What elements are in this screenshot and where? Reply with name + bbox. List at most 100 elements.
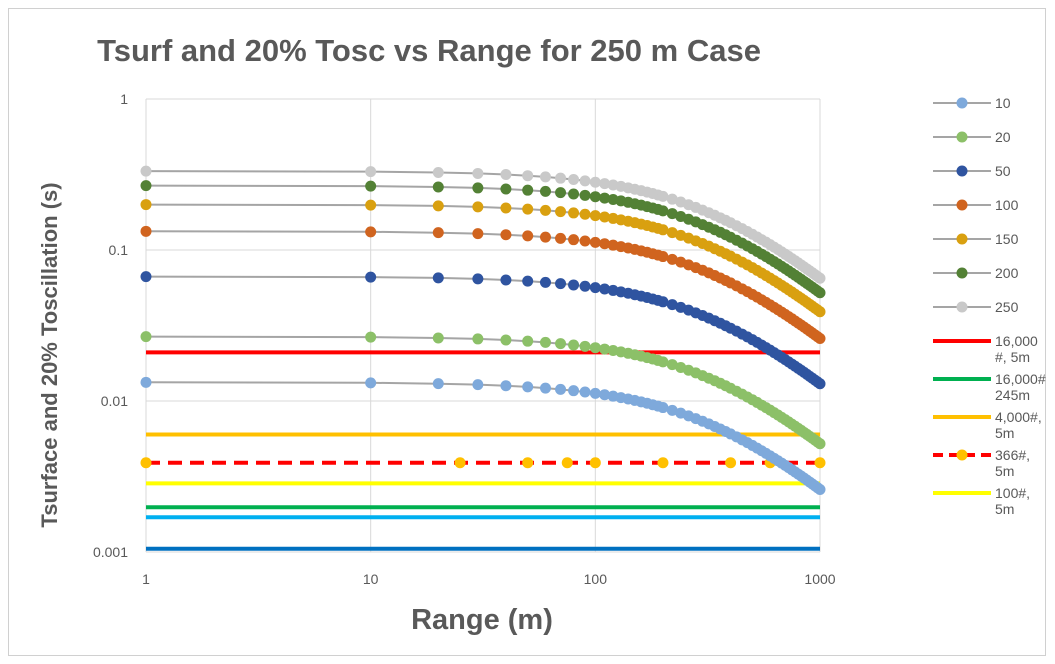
legend-label: 150 bbox=[995, 231, 1019, 247]
series-marker bbox=[522, 275, 534, 287]
legend-label: 16,000 bbox=[995, 333, 1038, 349]
y-tick-label: 0.1 bbox=[109, 242, 129, 258]
series-marker bbox=[365, 331, 377, 343]
series-marker bbox=[555, 338, 567, 350]
series-marker bbox=[500, 229, 512, 241]
series-marker bbox=[568, 385, 580, 397]
series-marker bbox=[432, 181, 444, 193]
series-marker bbox=[522, 230, 534, 242]
series-marker bbox=[589, 387, 601, 399]
series-marker bbox=[432, 378, 444, 390]
series-marker bbox=[657, 356, 669, 368]
legend-label: #, 5m bbox=[995, 349, 1030, 365]
series-marker bbox=[140, 180, 152, 192]
series-marker bbox=[522, 335, 534, 347]
legend-label: 20 bbox=[995, 129, 1011, 145]
series-marker bbox=[522, 170, 534, 182]
series-marker bbox=[555, 206, 567, 218]
series-marker bbox=[666, 208, 678, 220]
series-marker bbox=[657, 205, 669, 217]
series-marker bbox=[589, 342, 601, 354]
series-marker bbox=[725, 457, 737, 469]
series-marker bbox=[561, 457, 573, 469]
series-marker bbox=[539, 185, 551, 197]
series-marker bbox=[522, 457, 534, 469]
series-marker bbox=[555, 172, 567, 184]
series-marker bbox=[140, 199, 152, 211]
series-marker bbox=[472, 333, 484, 345]
series-marker bbox=[814, 287, 826, 299]
series-marker bbox=[140, 331, 152, 343]
series-marker bbox=[454, 457, 466, 469]
series-marker bbox=[579, 235, 591, 247]
legend-marker bbox=[956, 267, 968, 279]
y-tick-label: 0.01 bbox=[101, 393, 128, 409]
x-tick-label: 10 bbox=[363, 571, 379, 587]
y-axis-label: Tsurface and 20% Toscillation (s) bbox=[37, 182, 62, 527]
series-marker bbox=[472, 182, 484, 194]
legend-label: 50 bbox=[995, 163, 1011, 179]
series-marker bbox=[539, 231, 551, 243]
chart-title: Tsurf and 20% Tosc vs Range for 250 m Ca… bbox=[97, 33, 761, 68]
series-marker bbox=[579, 386, 591, 398]
series-marker bbox=[432, 227, 444, 239]
series-marker bbox=[472, 273, 484, 285]
series-marker bbox=[365, 271, 377, 283]
series-marker bbox=[666, 253, 678, 265]
legend-label: 5m bbox=[995, 463, 1014, 479]
series-marker bbox=[472, 167, 484, 179]
series-marker bbox=[599, 343, 611, 355]
series-marker bbox=[814, 332, 826, 344]
series-marker bbox=[589, 282, 601, 294]
series-marker bbox=[522, 381, 534, 393]
series-marker bbox=[539, 382, 551, 394]
series-marker bbox=[432, 166, 444, 178]
legend-label: 200 bbox=[995, 265, 1019, 281]
series-marker bbox=[666, 404, 678, 416]
series-marker bbox=[140, 271, 152, 283]
legend-marker bbox=[956, 131, 968, 143]
series-marker bbox=[657, 457, 669, 469]
series-marker bbox=[555, 278, 567, 290]
x-axis-label: Range (m) bbox=[411, 604, 553, 636]
series-marker bbox=[432, 332, 444, 344]
series-line bbox=[145, 275, 821, 385]
legend-label: 245m bbox=[995, 387, 1030, 403]
legend-label: 100 bbox=[995, 197, 1019, 213]
series-marker bbox=[599, 283, 611, 295]
chart-area: Tsurf and 20% Tosc vs Range for 250 m Ca… bbox=[8, 8, 1046, 656]
series-marker bbox=[657, 190, 669, 202]
series-marker bbox=[140, 376, 152, 388]
legend-marker bbox=[956, 233, 968, 245]
legend-label: 16,000# bbox=[995, 371, 1046, 387]
legend-label: 5m bbox=[995, 425, 1014, 441]
series-marker bbox=[568, 279, 580, 291]
series-marker bbox=[568, 173, 580, 185]
series-marker bbox=[599, 238, 611, 250]
series-marker bbox=[589, 236, 601, 248]
series-marker bbox=[365, 377, 377, 389]
series-marker bbox=[472, 201, 484, 213]
legend-label: 250 bbox=[995, 299, 1019, 315]
x-tick-labels: 1 10 100 1000 bbox=[142, 571, 836, 587]
legend: 10 20 50 100 150 200 250 16,000#, 5m 16,000#245m… bbox=[933, 95, 1046, 517]
series-marker bbox=[432, 272, 444, 284]
series-marker bbox=[365, 180, 377, 192]
series-marker bbox=[555, 383, 567, 395]
series-marker bbox=[599, 389, 611, 401]
series-marker bbox=[666, 359, 678, 371]
series-marker bbox=[568, 234, 580, 246]
series-marker bbox=[500, 274, 512, 286]
series-marker bbox=[657, 296, 669, 308]
series-marker bbox=[539, 276, 551, 288]
legend-label: 4,000#, bbox=[995, 409, 1042, 425]
series-marker bbox=[814, 438, 826, 450]
series-marker bbox=[589, 176, 601, 188]
legend-label: 10 bbox=[995, 95, 1011, 111]
series-marker bbox=[568, 339, 580, 351]
series-marker bbox=[500, 202, 512, 214]
legend-label: 366#, bbox=[995, 447, 1030, 463]
series-marker bbox=[666, 193, 678, 205]
series-marker bbox=[539, 171, 551, 183]
series-marker bbox=[140, 457, 152, 469]
